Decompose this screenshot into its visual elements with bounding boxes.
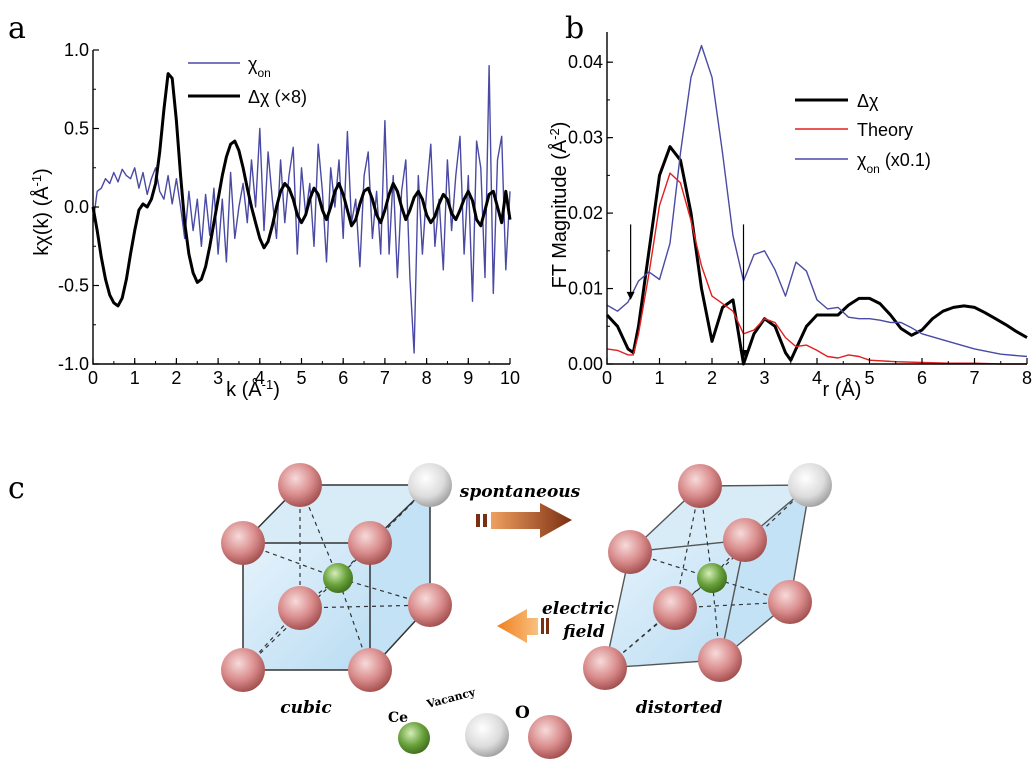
legend-a-delta-chi-label: Δχ (×8) — [248, 87, 307, 107]
o-atom — [278, 463, 322, 507]
legend-o-icon — [528, 715, 572, 759]
arrow-spontaneous — [476, 503, 572, 538]
x-tick-label: 8 — [1022, 368, 1032, 388]
crystal-diagram: spontaneous electric field cubic distort… — [221, 463, 832, 759]
o-atom — [698, 638, 742, 682]
x-tick-label: 4 — [255, 368, 265, 388]
o-atom — [723, 518, 767, 562]
legend-vacancy-icon — [465, 713, 509, 757]
chart-b-legend: Δχ Theory χon (x0.1) — [795, 91, 931, 176]
series-line-chi_on — [92, 65, 511, 354]
atom-legend: Ce Vacancy O — [388, 685, 572, 759]
x-tick-label: 3 — [759, 368, 769, 388]
x-tick-label: 1 — [654, 368, 664, 388]
o-atom — [608, 530, 652, 574]
o-atom — [768, 580, 812, 624]
y-tick-label: 0.0 — [64, 197, 89, 217]
distorted-top-face — [630, 485, 810, 552]
x-tick-label: 6 — [917, 368, 927, 388]
x-tick-label: 6 — [338, 368, 348, 388]
y-tick-label: 0.04 — [568, 52, 603, 72]
o-atom — [408, 583, 452, 627]
x-tick-label: 0 — [88, 368, 98, 388]
chart-a-legend: χon Δχ (×8) — [188, 54, 307, 107]
legend-o-label: O — [515, 703, 530, 723]
series-line-delta_chi — [605, 145, 1028, 366]
o-atom — [653, 586, 697, 630]
o-atom — [678, 464, 722, 508]
series-line-chi_on — [606, 44, 1028, 358]
y-tick-label: 1.0 — [64, 40, 89, 60]
chart-a-plot — [91, 65, 512, 354]
distorted-cell — [583, 463, 832, 690]
x-tick-label: 5 — [864, 368, 874, 388]
x-tick-label: 2 — [171, 368, 181, 388]
x-tick-label: 3 — [213, 368, 223, 388]
chart-b: 0 1 2 3 4 5 6 7 8 0.00 0.01 0.02 0.03 0.04 r (Å) FT M… — [547, 32, 1032, 401]
legend-a-chi-on-label: χon — [248, 54, 271, 80]
chart-b-plot — [605, 44, 1028, 366]
x-tick-label: 9 — [463, 368, 473, 388]
distorted-side-face — [720, 485, 810, 660]
x-tick-label: 2 — [707, 368, 717, 388]
panel-label-c: c — [8, 471, 25, 506]
o-atom — [278, 586, 322, 630]
panel-label-b: b — [565, 11, 584, 46]
chart-b-xlabel: r (Å) — [823, 378, 862, 401]
chart-a: 0 1 2 3 4 5 6 7 8 9 10 -1.0 -0.5 0.0 0.5 1.0 k (Å-1) kχ… — [29, 40, 521, 401]
chart-a-xlabel: k (Å-1) — [226, 377, 280, 402]
legend-b-delta-chi-label: Δχ — [857, 91, 879, 111]
annotation-arrow — [739, 224, 748, 358]
cubic-label: cubic — [280, 698, 332, 718]
chart-b-ylabel: FT Magnitude (Å-2) — [547, 122, 572, 289]
field-label: field — [562, 622, 605, 642]
vacancy-atom — [408, 463, 452, 507]
x-tick-label: 1 — [130, 368, 140, 388]
o-atom — [583, 646, 627, 690]
legend-ce-label: Ce — [388, 710, 408, 726]
y-tick-label: 0.00 — [568, 354, 603, 374]
y-tick-label: 0.01 — [568, 279, 603, 299]
x-tick-label: 4 — [812, 368, 822, 388]
series-line-theory — [606, 172, 1027, 365]
x-tick-label: 5 — [296, 368, 306, 388]
cubic-cell — [221, 463, 452, 692]
ce-atom — [697, 563, 727, 593]
y-tick-label: -0.5 — [58, 276, 89, 296]
ce-atom — [323, 563, 353, 593]
legend-vacancy-label: Vacancy — [424, 685, 477, 711]
legend-ce-icon — [398, 722, 430, 754]
o-atom — [221, 521, 265, 565]
y-tick-label: -1.0 — [58, 354, 89, 374]
y-tick-label: 0.03 — [568, 128, 603, 148]
x-tick-label: 7 — [380, 368, 390, 388]
legend-b-theory-label: Theory — [857, 120, 913, 140]
y-tick-label: 0.02 — [568, 203, 603, 223]
o-atom — [348, 521, 392, 565]
arrow-electric-field — [497, 609, 549, 643]
electric-label: electric — [542, 599, 615, 619]
y-tick-label: 0.5 — [64, 119, 89, 139]
chart-a-ylabel: kχ(k) (Å-1) — [29, 168, 54, 256]
legend-b-chi-on-label: χon (x0.1) — [857, 150, 931, 176]
series-line-delta_chi — [91, 72, 512, 308]
x-tick-label: 10 — [500, 368, 520, 388]
x-tick-label: 0 — [602, 368, 612, 388]
x-tick-label: 8 — [422, 368, 432, 388]
panel-label-a: a — [8, 11, 26, 46]
distorted-label: distorted — [636, 698, 723, 718]
chart-a-axes: 0 1 2 3 4 5 6 7 8 9 10 -1.0 -0.5 0.0 0.5 1.0 — [58, 40, 520, 388]
annotation-arrow — [626, 224, 635, 300]
chart-b-axes: 0 1 2 3 4 5 6 7 8 0.00 0.01 0.02 0.03 0.04 — [568, 32, 1032, 388]
o-atom — [348, 648, 392, 692]
spontaneous-label: spontaneous — [459, 482, 581, 502]
x-tick-label: 7 — [969, 368, 979, 388]
o-atom — [221, 648, 265, 692]
vacancy-atom — [788, 463, 832, 507]
